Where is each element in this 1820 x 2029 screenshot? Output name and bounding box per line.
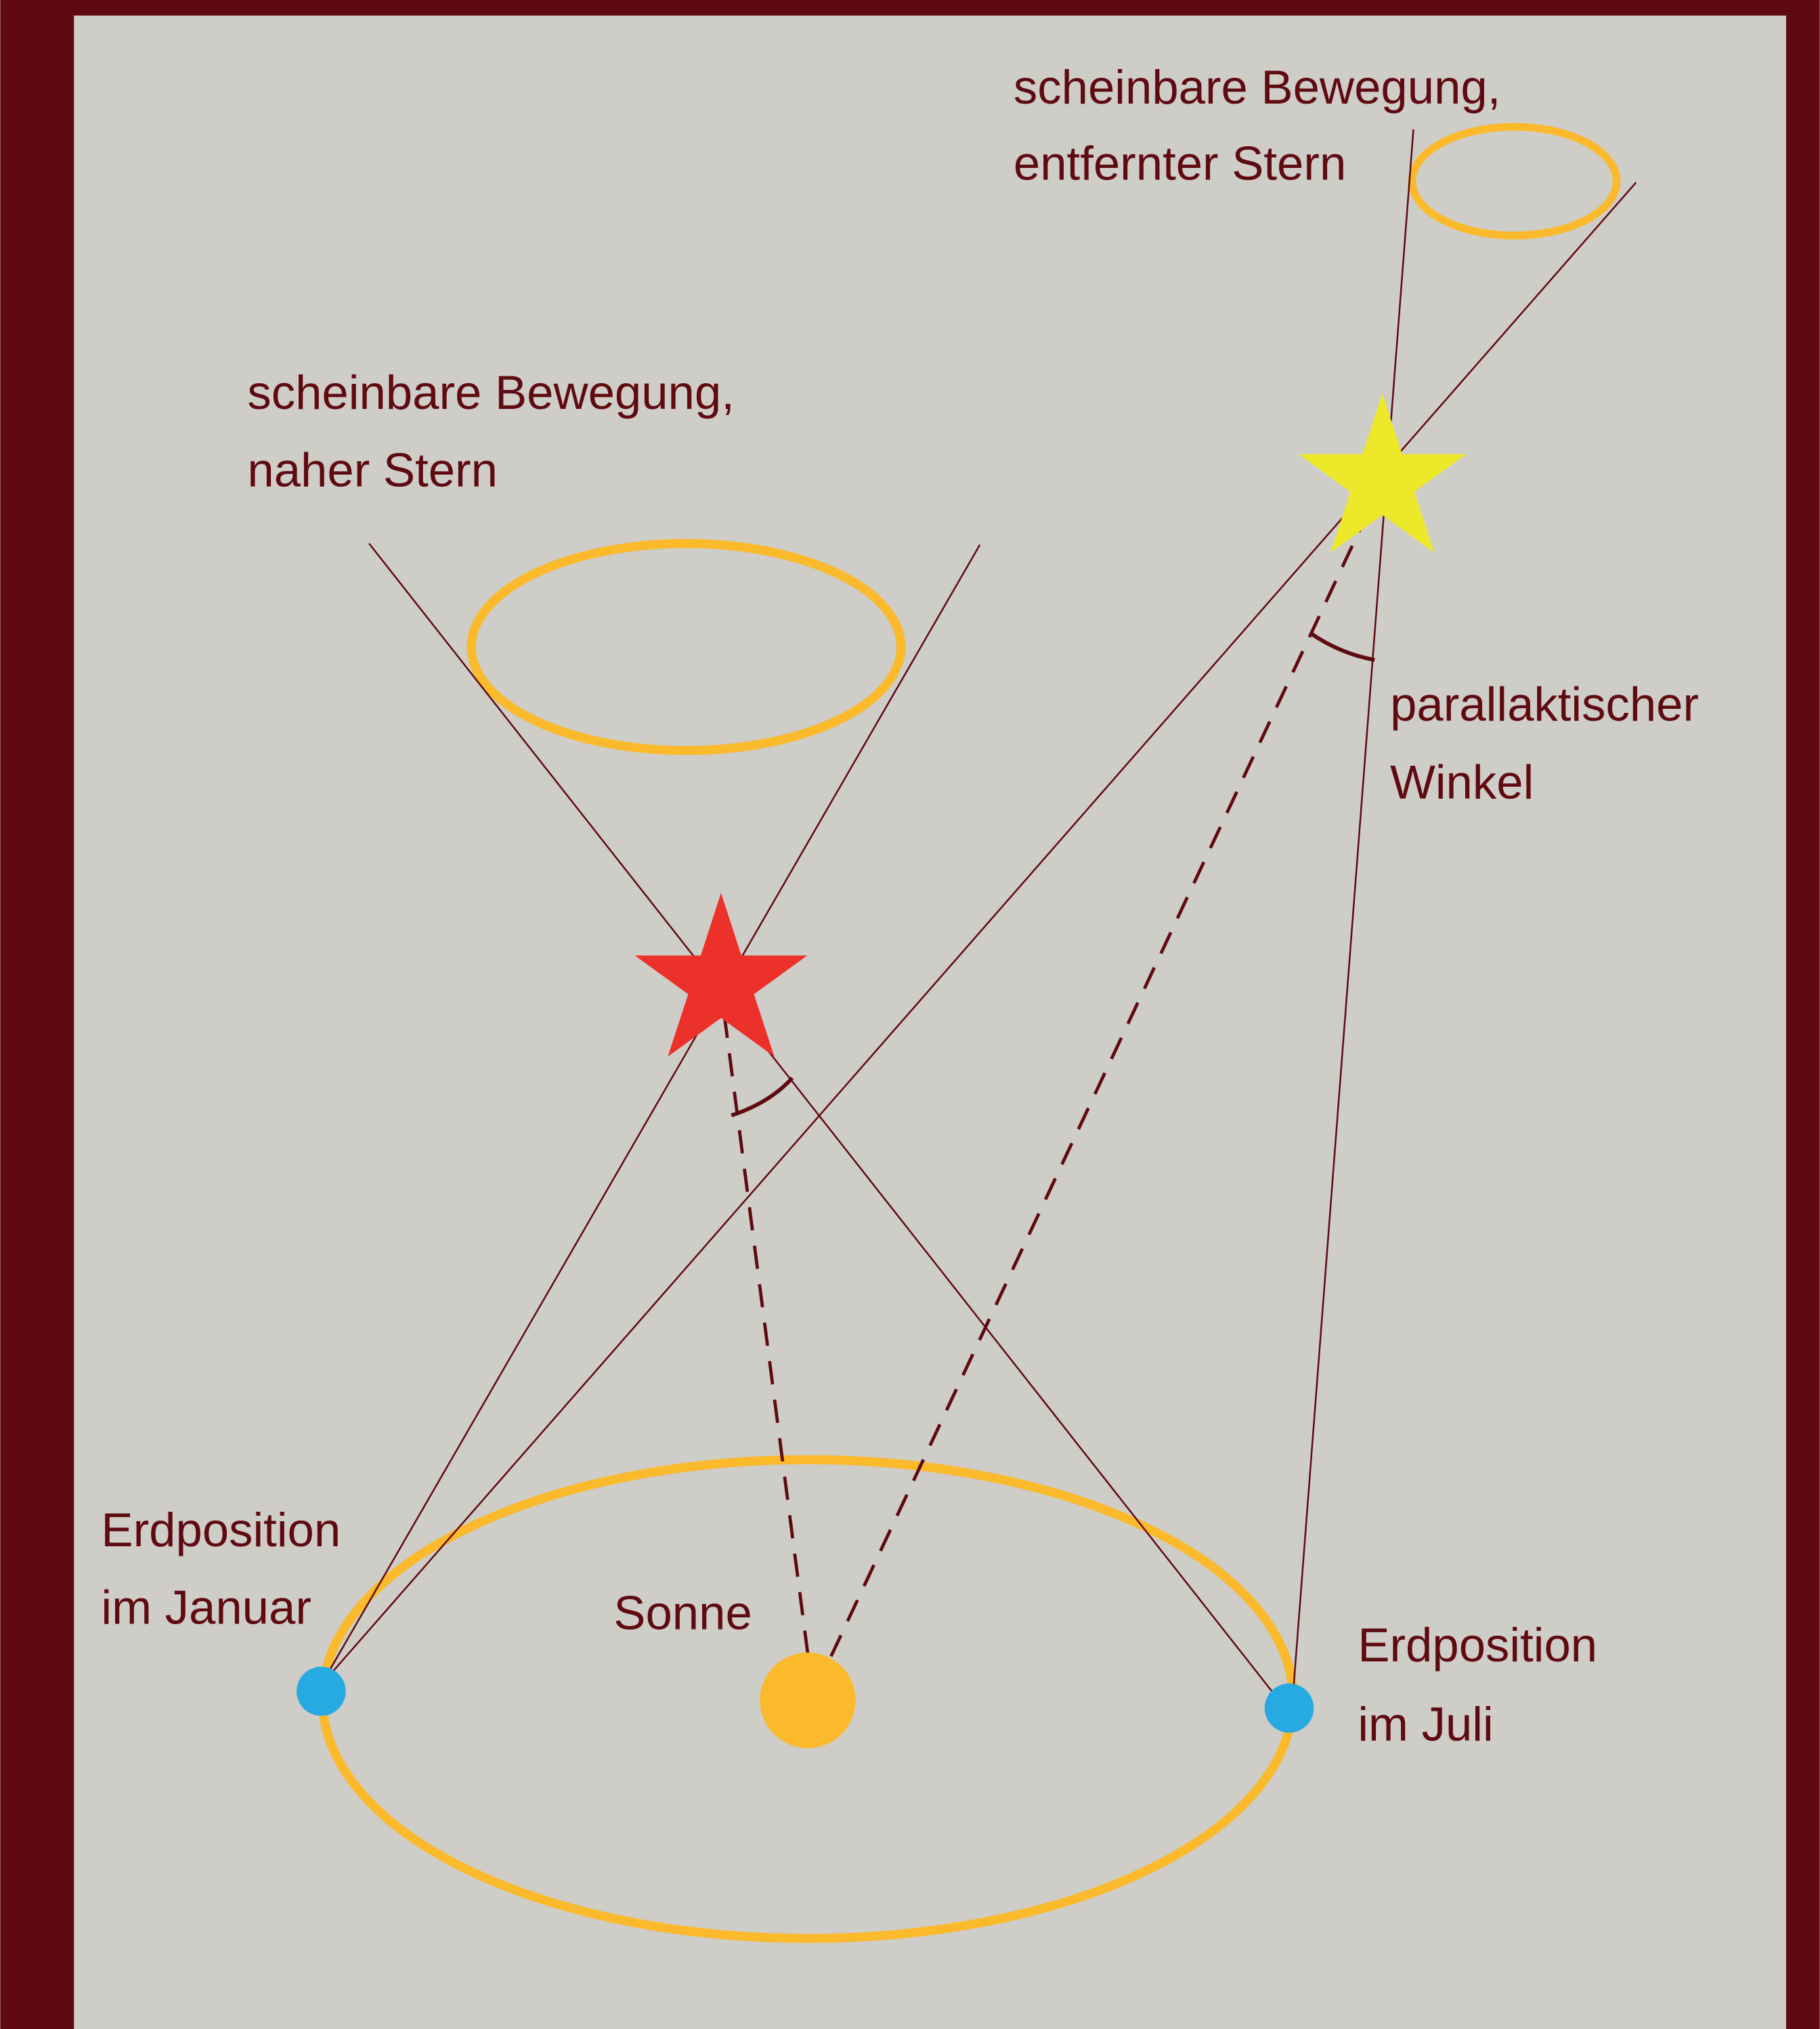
diagram: scheinbare Bewegung, entfernter Stern sc…	[0, 0, 1820, 2029]
label: parallaktischer	[1390, 678, 1699, 731]
sun	[760, 1653, 855, 1748]
label: entfernter Stern	[1014, 137, 1346, 190]
earth-july	[1265, 1684, 1314, 1733]
label: naher Stern	[247, 443, 498, 497]
page: {"labels": { "far_motion": ["scheinbare …	[0, 0, 1820, 2029]
label: Erdposition	[1358, 1618, 1597, 1672]
label: Erdposition	[101, 1503, 341, 1556]
label: Sonne	[613, 1586, 752, 1639]
label: im Juli	[1358, 1697, 1493, 1751]
label: scheinbare Bewegung,	[1014, 60, 1500, 114]
label: scheinbare Bewegung,	[247, 366, 734, 419]
earth-january	[297, 1667, 346, 1716]
label: im Januar	[101, 1581, 311, 1634]
label: Winkel	[1390, 755, 1534, 808]
panel	[74, 16, 1786, 2029]
